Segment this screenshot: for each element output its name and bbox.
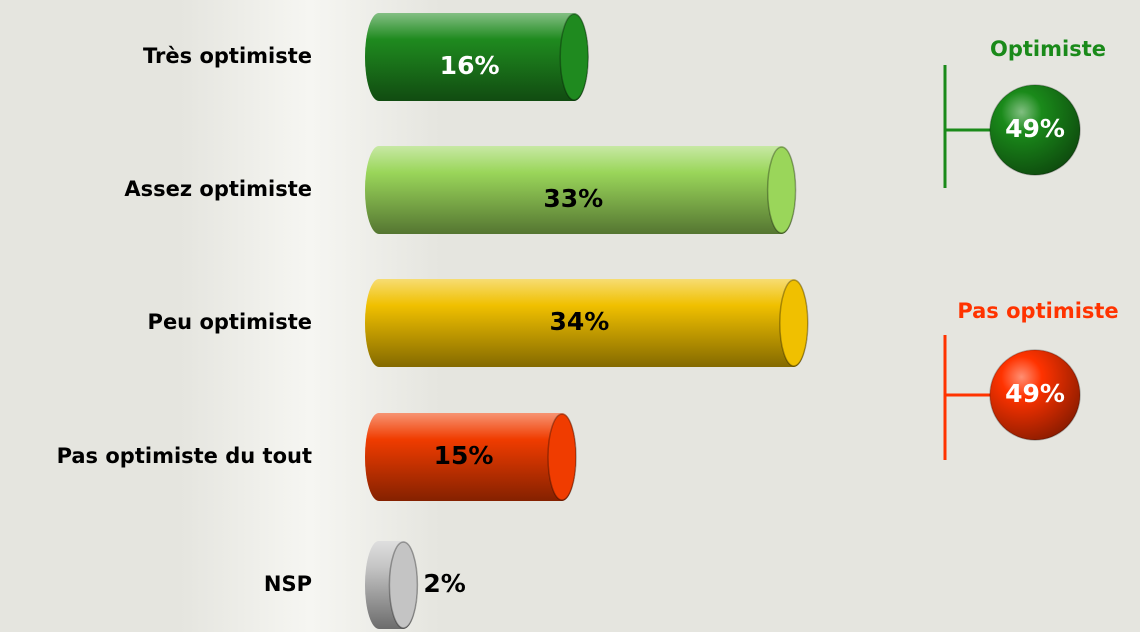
bubble-shade [990, 350, 1080, 440]
group-title: Optimiste [990, 37, 1106, 61]
bar-shade [365, 13, 589, 101]
bar [365, 13, 589, 101]
bar-cap [547, 413, 577, 501]
group-value: 49% [1005, 114, 1065, 143]
category-label: Très optimiste [143, 44, 312, 68]
category-label: Peu optimiste [148, 310, 312, 334]
value-label: 15% [434, 441, 494, 470]
bar-cap [559, 13, 589, 101]
category-label: Assez optimiste [124, 177, 312, 201]
bar-cap [779, 279, 809, 367]
value-label: 16% [440, 51, 500, 80]
group-title: Pas optimiste [957, 299, 1118, 323]
value-label: 34% [549, 307, 609, 336]
category-label: NSP [264, 572, 312, 596]
bar [365, 541, 419, 629]
bar-shade [365, 413, 576, 501]
bar-shade [365, 279, 808, 367]
bar-cap [388, 541, 419, 629]
bar-cap [766, 146, 797, 234]
group-bubble [989, 349, 1081, 441]
bubble-shade [990, 85, 1080, 175]
group-bubble [989, 84, 1081, 176]
category-label: Pas optimiste du tout [57, 444, 312, 468]
group-value: 49% [1005, 379, 1065, 408]
value-label: 33% [543, 184, 603, 213]
bar [365, 279, 809, 367]
bar [365, 146, 797, 234]
bar-shade [365, 146, 796, 234]
bar [365, 413, 577, 501]
value-label: 2% [423, 569, 465, 598]
